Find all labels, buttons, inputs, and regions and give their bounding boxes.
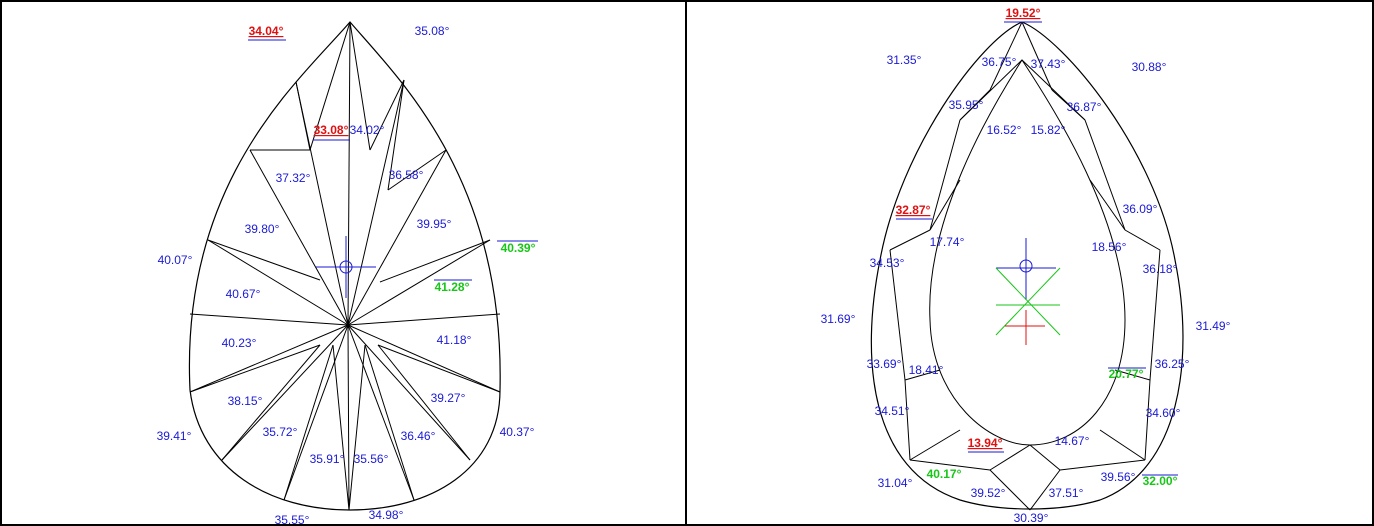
right-angle-label: 40.17° [927, 467, 962, 481]
right-underline-marks [896, 21, 1178, 476]
right-angle-label: 15.82° [1031, 123, 1066, 137]
left-angle-label: 34.98° [369, 508, 404, 522]
left-angle-label: 35.08° [415, 24, 450, 38]
left-angle-labels: 34.04° 35.08° 33.08° 34.02° 37.32° 36.58° 39.8… [157, 24, 536, 526]
right-angle-label: 14.67° [1055, 434, 1090, 448]
right-angle-label: 36.18° [1143, 262, 1178, 276]
right-angle-label: 19.52° [1006, 6, 1041, 20]
right-angle-label: 31.49° [1196, 319, 1231, 333]
left-angle-label: 39.41° [157, 429, 192, 443]
right-angle-label: 34.51° [875, 404, 910, 418]
right-angle-label: 32.87° [896, 203, 931, 217]
left-angle-label: 36.58° [389, 168, 424, 182]
left-angle-label: 39.80° [245, 222, 280, 236]
left-angle-label: 40.07° [158, 253, 193, 267]
right-angle-label: 39.52° [971, 486, 1006, 500]
left-pear-facet-diagram: 34.04° 35.08° 33.08° 34.02° 37.32° 36.58° 39.8… [157, 21, 538, 526]
right-angle-label: 33.69° [867, 357, 902, 371]
right-angle-label: 13.94° [968, 436, 1003, 450]
top-border [0, 0, 1374, 2]
right-angle-label: 30.88° [1132, 60, 1167, 74]
left-angle-label: 41.28° [435, 280, 470, 294]
left-angle-label: 34.04° [249, 24, 284, 38]
left-angle-label: 40.23° [222, 336, 257, 350]
left-angle-label: 39.95° [417, 217, 452, 231]
left-facet-lines [189, 21, 501, 511]
right-angle-label: 17.74° [930, 235, 965, 249]
right-angle-label: 37.51° [1049, 486, 1084, 500]
left-angle-label: 39.27° [431, 391, 466, 405]
left-angle-label: 35.91° [310, 452, 345, 466]
right-angle-label: 36.25° [1155, 357, 1190, 371]
right-angle-label: 36.75° [982, 55, 1017, 69]
right-angle-label: 34.53° [870, 256, 905, 270]
left-angle-label: 35.72° [263, 425, 298, 439]
left-angle-label: 41.18° [437, 333, 472, 347]
left-angle-label: 40.39° [501, 241, 536, 255]
right-outline [870, 21, 1184, 510]
right-angle-label: 36.87° [1067, 100, 1102, 114]
right-angle-label: 34.60° [1146, 406, 1181, 420]
right-facet-lines [889, 21, 1161, 511]
right-angle-label: 20.77° [1109, 367, 1144, 381]
left-angle-label: 36.46° [401, 429, 436, 443]
right-angle-label: 32.00° [1143, 474, 1178, 488]
left-angle-label: 34.02° [350, 123, 385, 137]
left-outline [188, 21, 501, 511]
right-angle-labels: 19.52° 31.35° 36.75° 37.43° 30.88° 35.95° 36.8… [821, 6, 1231, 525]
right-center-marker [995, 238, 1061, 345]
right-angle-label: 30.39° [1014, 511, 1049, 525]
right-angle-label: 31.69° [821, 312, 856, 326]
right-angle-label: 18.56° [1092, 240, 1127, 254]
right-angle-label: 37.43° [1031, 57, 1066, 71]
right-angle-label: 36.09° [1123, 202, 1158, 216]
right-angle-label: 18.41° [909, 363, 944, 377]
left-angle-label: 33.08° [314, 123, 349, 137]
left-angle-label: 35.55° [275, 513, 310, 526]
left-angle-label: 37.32° [276, 171, 311, 185]
right-angle-label: 35.95° [949, 98, 984, 112]
left-center-marker [316, 236, 376, 298]
left-underline-marks [248, 39, 538, 281]
right-angle-label: 31.04° [878, 476, 913, 490]
right-angle-label: 31.35° [887, 53, 922, 67]
right-angle-label: 39.56° [1101, 470, 1136, 484]
left-angle-label: 35.56° [354, 452, 389, 466]
left-angle-label: 40.67° [226, 287, 261, 301]
left-angle-label: 40.37° [500, 425, 535, 439]
left-angle-label: 38.15° [228, 394, 263, 408]
right-angle-label: 16.52° [987, 123, 1022, 137]
panel-divider [685, 0, 687, 526]
